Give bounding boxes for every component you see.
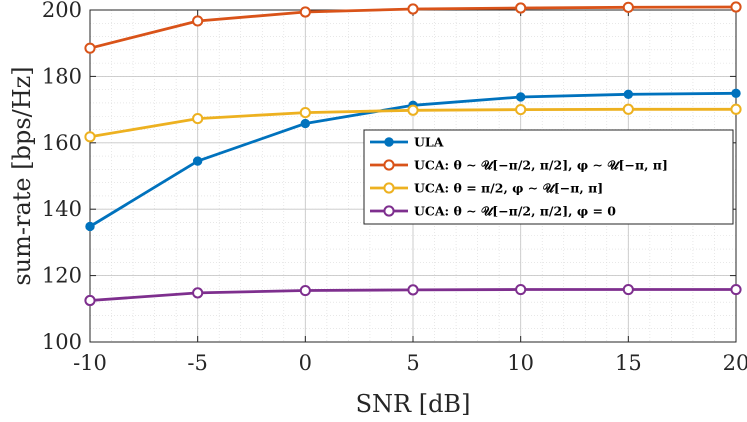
- data-point: [192, 287, 204, 299]
- data-point: [515, 2, 527, 14]
- x-axis-label: SNR [dB]: [356, 390, 471, 418]
- y-tick-label: 120: [42, 264, 82, 288]
- data-point: [730, 283, 742, 296]
- data-point: [300, 118, 311, 129]
- legend-label: UCA: θ = π/2, φ ∼ 𝒰[−π, π]: [414, 181, 603, 196]
- data-point: [84, 131, 96, 143]
- x-tick-label: -5: [187, 351, 207, 375]
- legend-swatch-marker: [383, 159, 395, 171]
- data-point: [192, 156, 203, 166]
- y-tick-label: 180: [42, 64, 82, 88]
- series-1: [84, 1, 742, 54]
- legend-entry-3: UCA: θ ∼ 𝒰[−π/2, π/2], φ = 0: [370, 204, 616, 219]
- legend-swatch-marker: [383, 205, 395, 217]
- x-tick-label: 5: [406, 351, 419, 375]
- data-point: [730, 1, 742, 13]
- y-axis-label: sum-rate [bps/Hz]: [8, 66, 36, 285]
- legend-swatch-marker: [383, 182, 395, 194]
- data-point: [407, 284, 419, 296]
- series-2: [84, 103, 742, 143]
- data-point: [84, 294, 96, 307]
- legend-entries: ULA UCA: θ ∼ 𝒰[−π/2, π/2], φ ∼ 𝒰[−π, π] UC…: [370, 135, 668, 219]
- data-point: [407, 3, 419, 15]
- data-point: [731, 88, 741, 99]
- data-point: [622, 1, 634, 13]
- legend-entry-1: UCA: θ ∼ 𝒰[−π/2, π/2], φ ∼ 𝒰[−π, π]: [370, 158, 668, 173]
- data-point: [622, 103, 634, 115]
- x-tick-label: -10: [73, 351, 107, 375]
- y-tick-label: 160: [42, 131, 82, 155]
- data-point: [192, 15, 204, 27]
- data-point: [299, 284, 311, 297]
- legend-entry-0: ULA: [370, 135, 444, 150]
- y-tick-label: 140: [42, 197, 82, 221]
- legend-label: UCA: θ ∼ 𝒰[−π/2, π/2], φ = 0: [414, 204, 616, 219]
- data-point: [84, 42, 96, 54]
- data-point: [515, 104, 527, 116]
- tick-labels: -10 -5 0 5 10 15 20 100 120 140 160 180 200: [42, 0, 747, 375]
- data-point: [623, 89, 634, 100]
- x-tick-label: 20: [723, 351, 747, 375]
- x-tick-label: 10: [507, 351, 534, 375]
- legend-label: ULA: [414, 135, 444, 150]
- data-point: [192, 112, 204, 125]
- data-point: [622, 283, 634, 296]
- legend: ULA UCA: θ ∼ 𝒰[−π/2, π/2], φ ∼ 𝒰[−π, π] UC…: [363, 129, 734, 225]
- series-layer: [84, 1, 742, 307]
- legend-entry-2: UCA: θ = π/2, φ ∼ 𝒰[−π, π]: [370, 181, 603, 196]
- data-point: [299, 6, 311, 18]
- legend-box: [363, 129, 734, 225]
- data-point: [515, 92, 526, 102]
- legend-label: UCA: θ ∼ 𝒰[−π/2, π/2], φ ∼ 𝒰[−π, π]: [414, 158, 668, 173]
- x-tick-label: 15: [615, 351, 642, 375]
- data-point: [299, 106, 311, 119]
- y-tick-label: 200: [42, 0, 82, 22]
- legend-swatch-marker: [384, 137, 394, 147]
- data-point: [730, 103, 742, 115]
- y-tick-label: 100: [42, 330, 82, 354]
- series-3: [84, 283, 742, 307]
- data-point: [515, 283, 527, 296]
- data-point: [85, 221, 95, 232]
- x-tick-label: 0: [299, 351, 312, 375]
- data-point: [407, 104, 419, 116]
